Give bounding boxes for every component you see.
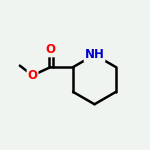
Text: NH: NH — [85, 48, 104, 61]
Text: O: O — [46, 43, 56, 56]
Text: O: O — [28, 69, 38, 82]
